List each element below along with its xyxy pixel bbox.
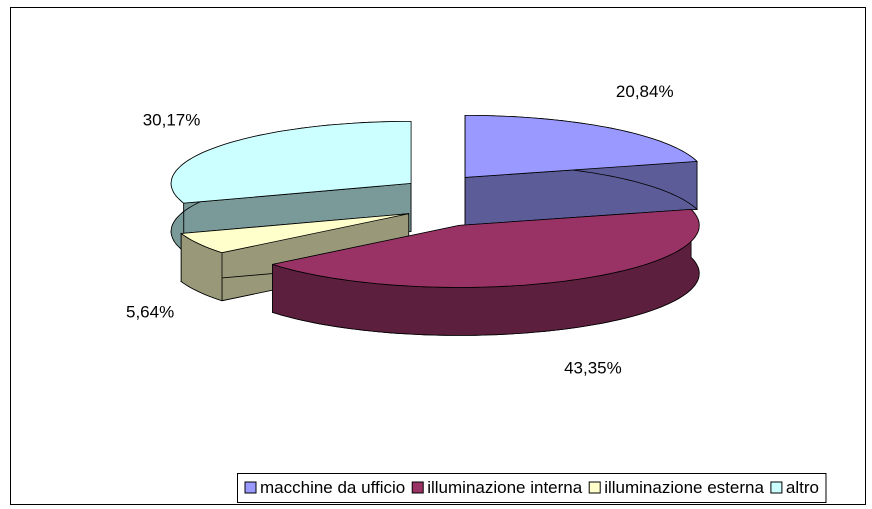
legend-label: illuminazione interna (427, 478, 583, 497)
legend: macchine da ufficio illuminazione interna… (237, 473, 827, 503)
data-label: 5,64% (126, 303, 174, 322)
pie-slice (272, 208, 700, 336)
data-label: 30,17% (143, 110, 201, 129)
legend-swatch (588, 481, 601, 494)
pie: 20,84% 43,35% 5,64% 30,17% (126, 82, 700, 377)
slice-top (180, 213, 409, 254)
legend-swatch (770, 481, 783, 494)
data-label: 20,84% (616, 82, 674, 101)
legend-label: macchine da ufficio (260, 478, 405, 497)
pie-slice (464, 115, 698, 226)
legend-swatch (411, 481, 424, 494)
legend-swatch (244, 481, 257, 494)
legend-label: altro (786, 478, 819, 497)
legend-label: illuminazione esterna (604, 478, 764, 497)
slice-top (272, 208, 700, 288)
slice-top (170, 121, 412, 204)
slice-top (464, 115, 698, 178)
legend-box (237, 473, 827, 503)
data-label: 43,35% (564, 358, 622, 377)
